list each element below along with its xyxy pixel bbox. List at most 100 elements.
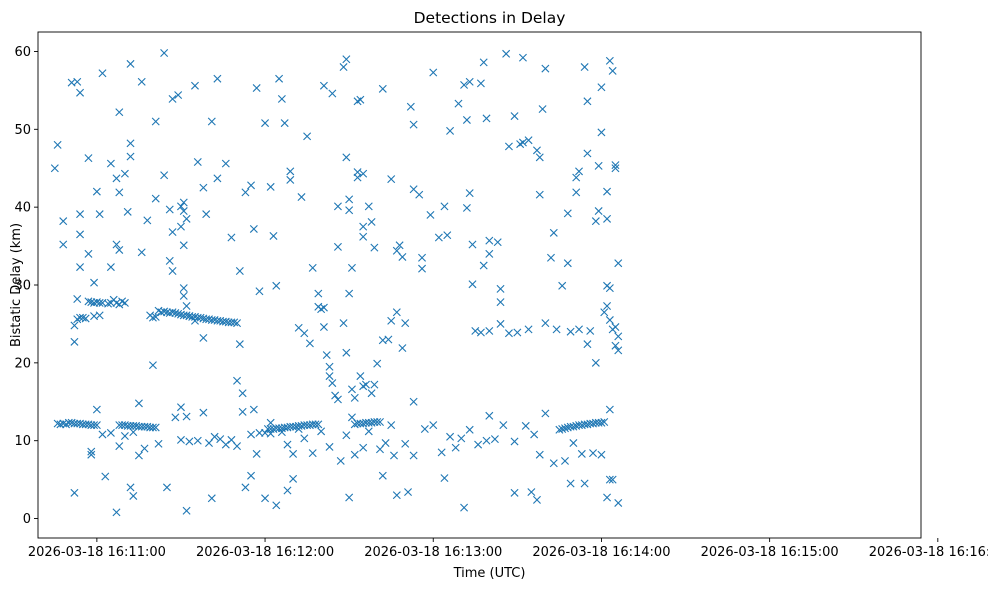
data-point [611, 341, 620, 350]
data-point [162, 483, 171, 492]
data-point [415, 190, 424, 199]
data-point [70, 321, 79, 330]
data-point [597, 128, 606, 137]
data-point [185, 437, 194, 446]
data-point [115, 108, 124, 117]
data-point [561, 456, 569, 465]
data-point [482, 436, 491, 445]
data-point [92, 421, 101, 430]
data-point [277, 94, 286, 103]
data-point [541, 319, 550, 328]
data-point [76, 210, 85, 219]
data-point [286, 167, 295, 176]
data-point [151, 312, 160, 321]
data-point [95, 298, 104, 307]
data-point [148, 423, 157, 432]
data-point [591, 418, 600, 427]
data-point [583, 340, 592, 349]
data-point [168, 94, 177, 103]
data-point [546, 253, 555, 262]
data-point [597, 83, 606, 92]
data-point [398, 344, 407, 353]
data-point [129, 491, 138, 500]
data-point [300, 434, 309, 443]
data-point [314, 289, 323, 298]
data-point [359, 222, 368, 231]
data-point [418, 264, 427, 273]
data-point [106, 263, 115, 272]
data-point [106, 428, 115, 437]
data-point [98, 430, 107, 439]
data-point [566, 327, 575, 336]
data-point [319, 81, 328, 90]
data-point [160, 171, 169, 180]
data-point [577, 449, 586, 458]
data-point [157, 308, 166, 317]
data-point [53, 419, 62, 428]
data-point [168, 228, 177, 237]
data-point [252, 84, 261, 93]
data-point [308, 420, 317, 429]
data-point [479, 58, 488, 67]
data-point [289, 449, 298, 458]
data-point [583, 149, 592, 158]
data-point [319, 323, 328, 332]
data-point [76, 230, 85, 239]
data-point [283, 440, 292, 449]
data-point [325, 442, 334, 451]
data-point [485, 326, 494, 335]
data-point [418, 253, 427, 262]
data-point [398, 252, 407, 261]
data-point [502, 49, 511, 58]
data-point [275, 74, 284, 83]
data-point [513, 328, 522, 337]
data-point [53, 140, 62, 149]
data-point [81, 314, 90, 323]
data-point [266, 429, 275, 438]
data-point [460, 503, 469, 512]
data-point [504, 142, 513, 151]
data-point [611, 323, 620, 332]
data-point [605, 475, 614, 484]
x-tick-label: 2026-03-18 16:13:00 [364, 545, 502, 560]
data-point [600, 418, 609, 426]
data-point [123, 207, 132, 216]
data-point [252, 449, 261, 458]
data-point [409, 397, 418, 406]
data-point [112, 240, 121, 249]
data-point [308, 449, 317, 458]
data-point [608, 475, 617, 484]
y-tick-label: 20 [14, 356, 31, 371]
x-tick-label: 2026-03-18 16:15:00 [701, 545, 839, 560]
data-point [460, 80, 469, 89]
data-point [129, 428, 138, 437]
data-point [549, 459, 558, 468]
data-point [70, 419, 79, 428]
data-point [325, 362, 334, 371]
data-point [532, 146, 541, 155]
data-point [286, 175, 295, 184]
data-point [541, 64, 550, 73]
data-point [535, 153, 544, 162]
data-point [373, 359, 382, 368]
data-point [378, 84, 387, 93]
data-point [476, 328, 485, 337]
data-point [59, 240, 68, 249]
y-tick-label: 30 [14, 279, 31, 294]
data-point [308, 263, 317, 272]
data-point [538, 105, 547, 114]
data-point [600, 308, 609, 317]
data-point [465, 189, 474, 198]
data-point [115, 188, 124, 197]
data-point [78, 420, 87, 429]
data-point [465, 425, 474, 434]
data-point [221, 159, 230, 168]
data-point [504, 329, 513, 338]
data-point [160, 49, 169, 58]
data-point [87, 447, 96, 456]
data-point [429, 68, 438, 77]
data-point [165, 205, 174, 214]
y-tick-label: 40 [14, 201, 31, 216]
data-point [115, 421, 124, 430]
data-point [162, 308, 171, 317]
